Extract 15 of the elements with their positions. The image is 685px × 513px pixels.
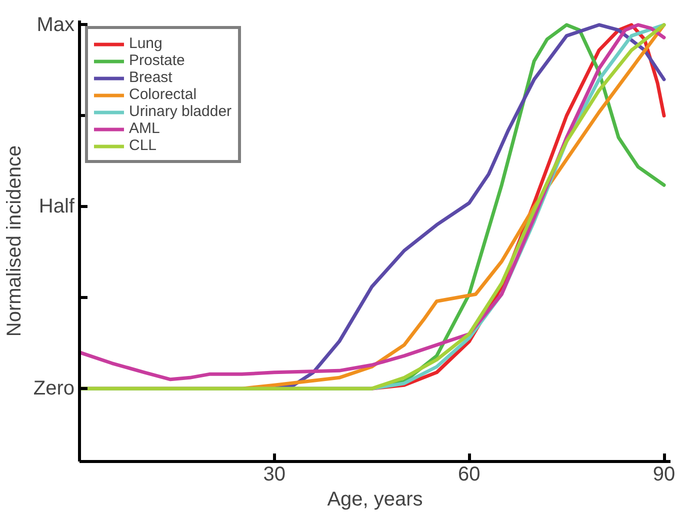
- text: Zero: [33, 378, 74, 400]
- legend-label: CLL: [129, 137, 157, 154]
- x-tick-label: 60: [458, 464, 480, 486]
- legend-label: AML: [129, 120, 160, 137]
- text: Max: [36, 14, 75, 36]
- x-tick-label: 90: [652, 464, 676, 486]
- legend-label: Lung: [129, 35, 162, 52]
- legend-label: Urinary bladder: [129, 103, 232, 120]
- x-tick-label: 30: [263, 464, 286, 486]
- y-axis-title: Normalised incidence: [3, 145, 26, 337]
- text: Half: [38, 196, 75, 218]
- legend-label: Prostate: [129, 52, 185, 69]
- legend-label: Breast: [129, 69, 172, 86]
- x-axis-title: Age, years: [327, 488, 423, 510]
- legend-label: Colorectal: [129, 86, 197, 103]
